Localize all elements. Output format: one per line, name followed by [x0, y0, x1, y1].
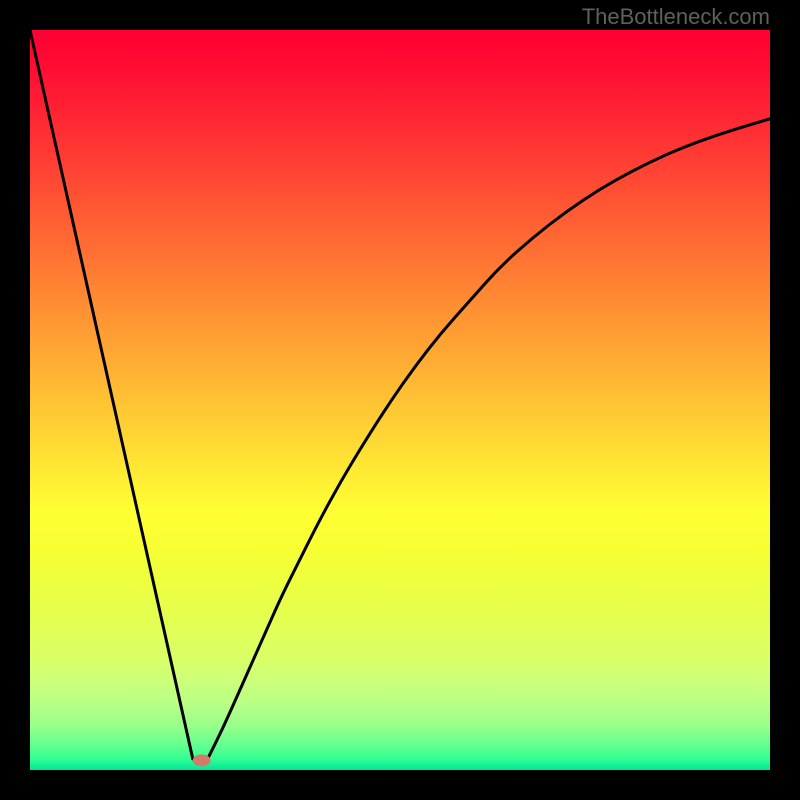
watermark-text: TheBottleneck.com	[582, 4, 770, 30]
chart-frame: TheBottleneck.com	[0, 0, 800, 800]
curve-right-segment	[193, 119, 770, 759]
curve-left-segment	[30, 30, 193, 759]
plot-area	[30, 30, 770, 770]
optimum-marker	[193, 754, 211, 766]
bottleneck-curve	[30, 30, 770, 770]
